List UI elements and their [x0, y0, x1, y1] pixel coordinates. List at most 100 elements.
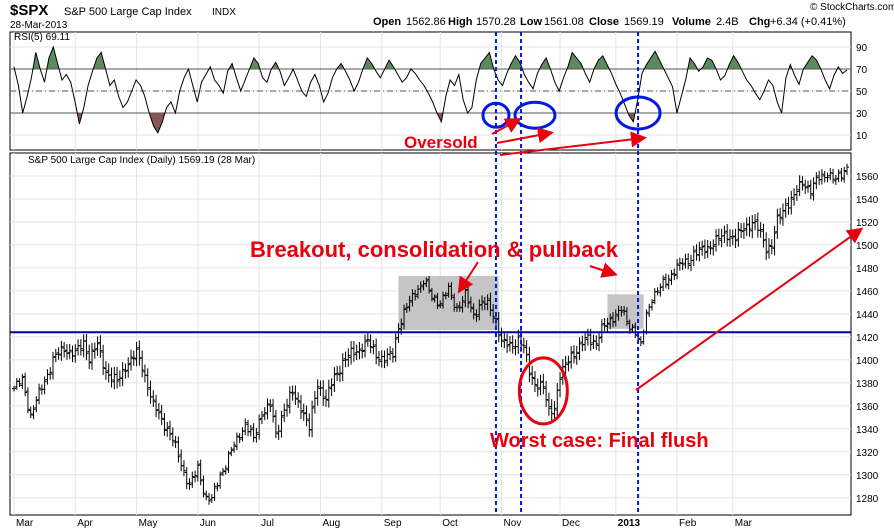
- price-bar: [733, 228, 738, 249]
- arrow-breakout-2: [589, 262, 618, 278]
- price-bar: [438, 300, 443, 309]
- price-bar: [530, 365, 535, 385]
- price-bar: [825, 172, 830, 183]
- price-bar: [839, 168, 844, 182]
- price-bar: [532, 371, 537, 393]
- price-bar: [505, 333, 510, 353]
- price-bar: [126, 357, 131, 378]
- low-value: 1561.08: [544, 16, 584, 28]
- price-bar: [524, 340, 529, 363]
- price-bar: [702, 239, 707, 260]
- price-bar: [293, 385, 298, 406]
- price-bar: [778, 207, 783, 225]
- rsi-overbought-fill: [803, 55, 821, 69]
- price-bar: [64, 344, 69, 360]
- watermark: © StockCharts.com: [810, 2, 894, 13]
- price-bar: [449, 282, 454, 300]
- price-bar: [680, 258, 685, 271]
- price-bar: [577, 337, 582, 361]
- price-bar: [31, 405, 36, 420]
- price-tick-label: 1320: [856, 448, 879, 459]
- price-bar: [53, 348, 58, 363]
- price-bar: [677, 257, 682, 271]
- price-bar: [811, 177, 816, 201]
- price-bar: [571, 345, 576, 364]
- arrow-trend: [635, 227, 864, 391]
- price-bar: [310, 400, 315, 438]
- price-bar: [92, 342, 97, 359]
- price-bar: [727, 229, 732, 247]
- price-bar: [87, 344, 92, 370]
- price-bar: [427, 276, 432, 294]
- rsi-tick-label: 10: [856, 131, 868, 142]
- price-bar: [429, 287, 434, 302]
- rsi-overbought-fill: [336, 63, 345, 69]
- price-bar: [741, 222, 746, 240]
- price-bar: [232, 441, 237, 453]
- price-bar: [25, 387, 30, 414]
- price-bar: [37, 383, 42, 405]
- price-bar: [207, 492, 212, 505]
- close-label: Close: [589, 16, 619, 28]
- price-bar: [382, 350, 387, 369]
- x-tick-label: Nov: [504, 518, 522, 529]
- arrow-breakout-1: [457, 261, 479, 294]
- price-bar: [262, 407, 267, 421]
- price-bar: [95, 336, 100, 356]
- price-bar: [563, 355, 568, 375]
- price-bar: [115, 366, 120, 389]
- price-bar: [708, 241, 713, 255]
- price-bar: [154, 394, 159, 418]
- price-bar: [805, 180, 810, 193]
- price-bar: [62, 341, 67, 358]
- price-bar: [248, 425, 253, 437]
- rsi-y-tick-labels: 10 30 50 70 90: [856, 43, 868, 142]
- price-bar: [661, 275, 666, 291]
- rsi-line: [13, 45, 848, 134]
- price-bar: [101, 344, 106, 376]
- price-bar: [599, 319, 604, 343]
- price-tick-label: 1400: [856, 356, 879, 367]
- price-bar: [605, 317, 610, 332]
- price-bar: [775, 208, 780, 239]
- rsi-reference-lines: [10, 68, 851, 114]
- open-label: Open: [373, 16, 401, 28]
- x-tick-label: Mar: [735, 518, 753, 529]
- price-bar: [20, 373, 25, 389]
- oversold-circle: [614, 95, 662, 131]
- rsi-tick-label: 50: [856, 87, 868, 98]
- x-tick-label: Aug: [322, 518, 340, 529]
- price-tick-label: 1280: [856, 494, 879, 505]
- price-bar: [803, 179, 808, 194]
- price-bar: [711, 239, 716, 256]
- x-tick-label: Dec: [562, 518, 580, 529]
- price-bar: [145, 368, 150, 397]
- price-bar: [170, 427, 175, 447]
- price-bar: [739, 223, 744, 239]
- price-bar: [758, 222, 763, 238]
- chg-label: Chg: [749, 16, 770, 28]
- price-bar: [48, 367, 53, 380]
- price-bar: [131, 350, 136, 366]
- price-bar: [234, 432, 239, 451]
- price-bar: [619, 306, 624, 317]
- rsi-overbought-fill: [687, 58, 698, 69]
- price-bar: [535, 378, 540, 397]
- price-bar: [716, 228, 721, 246]
- price-bar: [666, 274, 671, 290]
- price-bar: [485, 294, 490, 311]
- price-tick-label: 1480: [856, 264, 879, 275]
- price-bar: [730, 229, 735, 246]
- price-bar: [694, 244, 699, 261]
- price-bar: [800, 176, 805, 191]
- price-bar: [90, 342, 95, 370]
- price-tick-label: 1300: [856, 471, 879, 482]
- price-bar: [137, 340, 142, 366]
- price-tick-label: 1520: [856, 218, 879, 229]
- price-bar: [321, 380, 326, 407]
- oversold-circle: [481, 101, 511, 129]
- x-axis-labels: Mar Apr May Jun Jul Aug Sep Oct Nov Dec 2013 Feb Mar: [16, 518, 753, 529]
- price-bar: [34, 396, 39, 413]
- rsi-overbought-fill: [33, 52, 41, 69]
